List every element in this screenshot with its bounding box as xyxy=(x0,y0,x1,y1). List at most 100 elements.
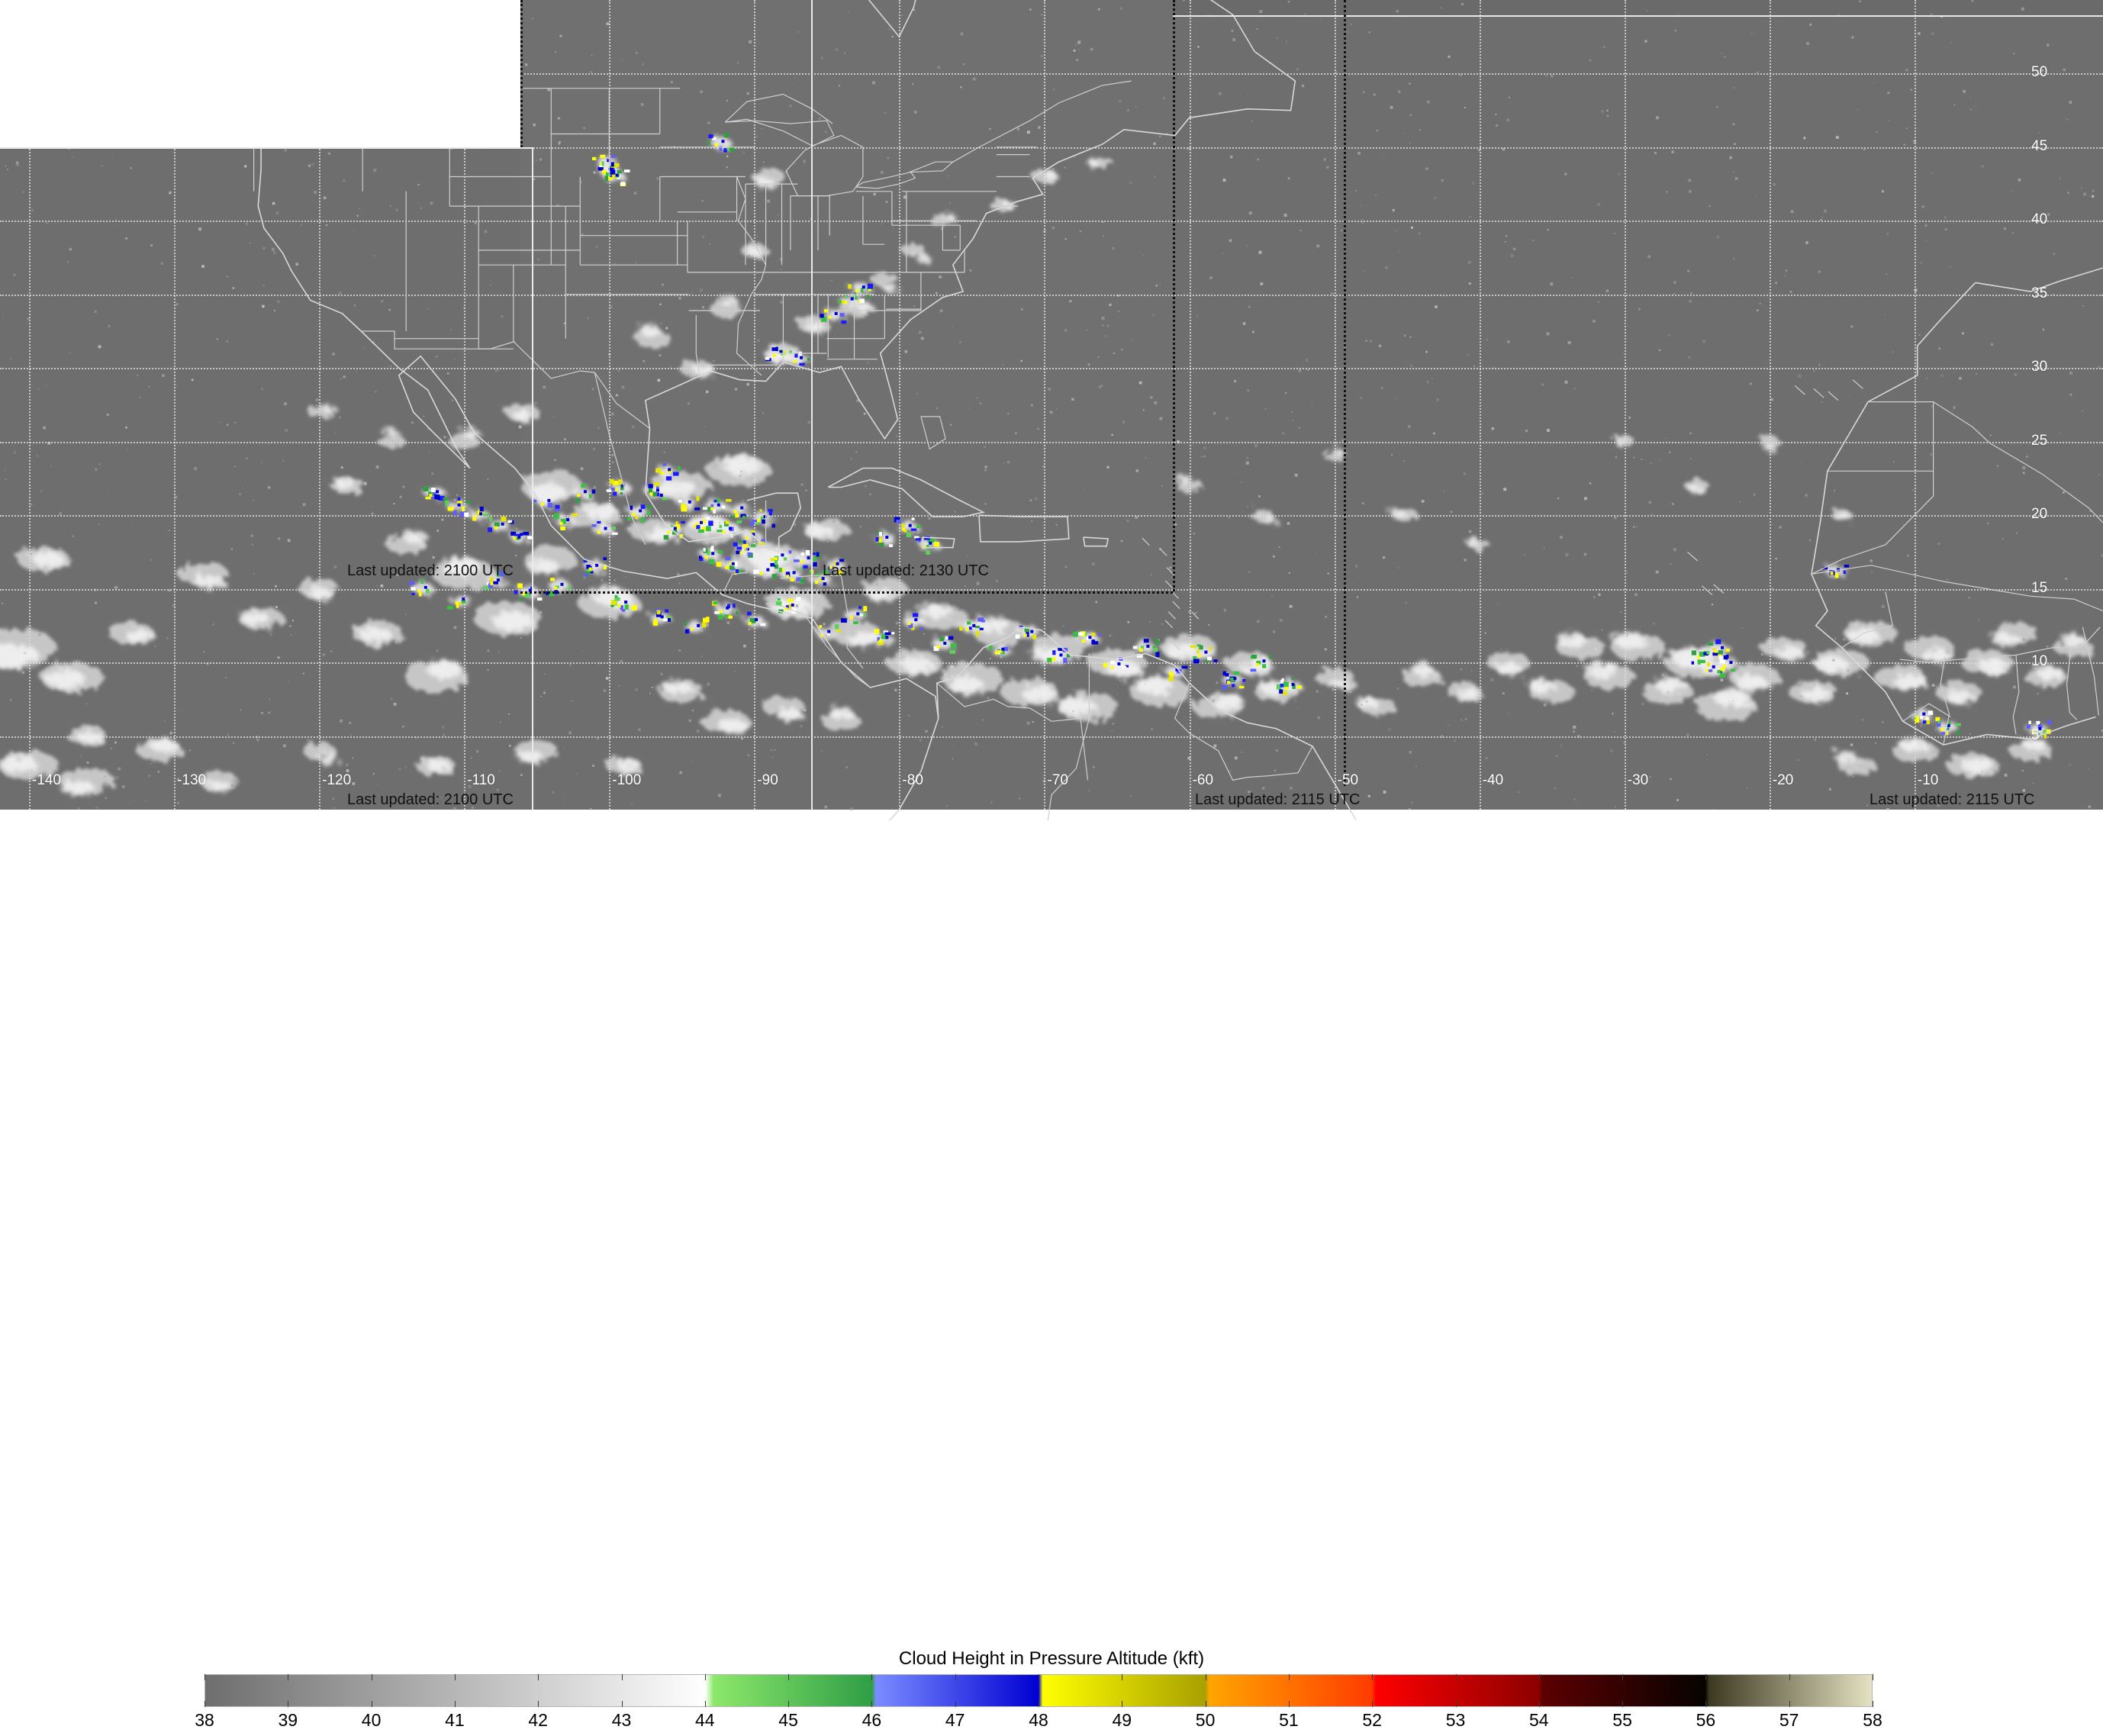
colorbar-ticks xyxy=(205,1674,1873,1707)
sector-boundary xyxy=(1173,15,2103,17)
lon-tick-label: -80 xyxy=(902,772,923,788)
colorbar-tick xyxy=(1789,1674,1790,1680)
gridline-lon xyxy=(1624,0,1626,810)
colorbar-tick-labels: 38 39 40 41 42 43 44 45 46 47 48 49 50 51 52 53 54 55 56 57… xyxy=(0,1710,2103,1736)
gridline-lon xyxy=(29,0,31,810)
lon-tick-label: -110 xyxy=(467,772,495,788)
colorbar-tick-label: 54 xyxy=(1529,1710,1549,1730)
map-sector-atlantic xyxy=(1344,0,2103,15)
colorbar-tick xyxy=(1789,1701,1790,1707)
gridline-lon xyxy=(754,0,756,810)
gridline-lon xyxy=(609,0,611,810)
colorbar-tick xyxy=(454,1674,456,1680)
colorbar-tick xyxy=(1372,1674,1374,1680)
colorbar-tick xyxy=(1455,1674,1457,1680)
colorbar-area: Cloud Height in Pressure Altitude (kft) … xyxy=(0,820,2103,1730)
lat-tick-label: 15 xyxy=(2031,579,2048,596)
colorbar-tick xyxy=(1455,1701,1457,1707)
colorbar-tick xyxy=(704,1674,706,1680)
colorbar-tick-label: 38 xyxy=(195,1710,214,1730)
colorbar-tick-label: 42 xyxy=(528,1710,548,1730)
colorbar-tick xyxy=(1622,1701,1624,1707)
sector-boundary xyxy=(811,0,813,810)
colorbar-tick xyxy=(871,1701,873,1707)
lon-tick-label: -30 xyxy=(1627,772,1649,788)
colorbar-title: Cloud Height in Pressure Altitude (kft) xyxy=(898,1648,1205,1669)
lon-tick-label: -100 xyxy=(612,772,642,788)
colorbar-tick xyxy=(1372,1701,1374,1707)
map-sector-northeast xyxy=(1173,0,1344,15)
lon-tick-label: -120 xyxy=(322,772,352,788)
lat-tick-label: 20 xyxy=(2031,506,2048,523)
colorbar-tick xyxy=(1705,1701,1707,1707)
colorbar-tick-label: 55 xyxy=(1612,1710,1632,1730)
sector-boundary xyxy=(532,147,533,810)
lon-tick-label: -50 xyxy=(1337,772,1359,788)
colorbar-tick xyxy=(538,1701,539,1707)
gridline-lat xyxy=(0,588,2103,591)
lon-tick-label: -10 xyxy=(1917,772,1939,788)
stamp-sc: Last updated: 2115 UTC xyxy=(1195,791,1361,808)
colorbar-tick-label: 52 xyxy=(1362,1710,1382,1730)
colorbar-tick xyxy=(788,1674,790,1680)
colorbar-tick xyxy=(955,1701,956,1707)
sector-boundary xyxy=(0,147,532,149)
satellite-map[interactable]: -140 -130 -120 -110 -100 -90 -80 -70 -60 -50 -40 -3… xyxy=(0,0,2103,820)
colorbar-tick-label: 49 xyxy=(1112,1710,1132,1730)
colorbar-tick xyxy=(871,1674,873,1680)
colorbar-tick-label: 58 xyxy=(1863,1710,1882,1730)
lon-tick-label: -60 xyxy=(1192,772,1214,788)
gridline-lon xyxy=(899,0,901,810)
gridline-lon xyxy=(1334,0,1336,810)
sector-boundary xyxy=(1173,0,1175,591)
colorbar-tick xyxy=(621,1701,623,1707)
gridline-lon xyxy=(174,0,176,810)
colorbar-tick-label: 41 xyxy=(445,1710,465,1730)
colorbar-tick-label: 47 xyxy=(945,1710,965,1730)
lon-tick-label: -90 xyxy=(757,772,778,788)
colorbar-tick xyxy=(621,1674,623,1680)
lon-tick-label: -130 xyxy=(177,772,207,788)
colorbar-tick xyxy=(1288,1701,1290,1707)
lon-tick-label: -20 xyxy=(1772,772,1794,788)
colorbar-tick-label: 53 xyxy=(1445,1710,1466,1730)
gridline-lat xyxy=(0,221,2103,223)
gridline-lat xyxy=(0,515,2103,517)
colorbar-tick-label: 46 xyxy=(861,1710,882,1730)
colorbar-tick-label: 39 xyxy=(278,1710,298,1730)
colorbar-tick xyxy=(1705,1674,1707,1680)
colorbar-tick-label: 50 xyxy=(1195,1710,1216,1730)
colorbar-tick-label: 44 xyxy=(695,1710,715,1730)
sector-boundary xyxy=(1344,0,1346,786)
gridline-lon xyxy=(1189,0,1191,810)
colorbar-tick-label: 45 xyxy=(778,1710,798,1730)
colorbar-tick-label: 57 xyxy=(1779,1710,1799,1730)
gridline-lon xyxy=(1479,0,1481,810)
gridline-lon xyxy=(1914,0,1916,810)
lat-tick-label: 5 xyxy=(2031,726,2040,743)
colorbar-tick xyxy=(788,1701,790,1707)
stamp-nw: Last updated: 2100 UTC xyxy=(347,562,514,579)
sector-boundary xyxy=(520,591,1173,594)
colorbar-tick xyxy=(955,1674,956,1680)
sector-boundary xyxy=(520,0,523,147)
stamp-se: Last updated: 2115 UTC xyxy=(1870,791,2035,808)
gridline-lat xyxy=(0,368,2103,370)
colorbar-tick-label: 43 xyxy=(611,1710,632,1730)
stamp-ne: Last updated: 2130 UTC xyxy=(823,562,989,579)
colorbar-tick xyxy=(538,1674,539,1680)
lat-tick-label: 45 xyxy=(2031,137,2048,154)
lat-tick-label: 40 xyxy=(2031,211,2048,228)
map-blank-region xyxy=(0,0,520,147)
lat-tick-label: 35 xyxy=(2031,285,2048,301)
lon-tick-label: -40 xyxy=(1482,772,1504,788)
colorbar-tick xyxy=(1538,1674,1540,1680)
gridline-lat xyxy=(0,441,2103,443)
colorbar-tick-label: 51 xyxy=(1279,1710,1299,1730)
lon-tick-label: -140 xyxy=(32,772,62,788)
gridline-lon xyxy=(1769,0,1771,810)
colorbar-tick xyxy=(1538,1701,1540,1707)
lat-tick-label: 30 xyxy=(2031,359,2048,375)
lat-tick-label: 25 xyxy=(2031,432,2048,449)
